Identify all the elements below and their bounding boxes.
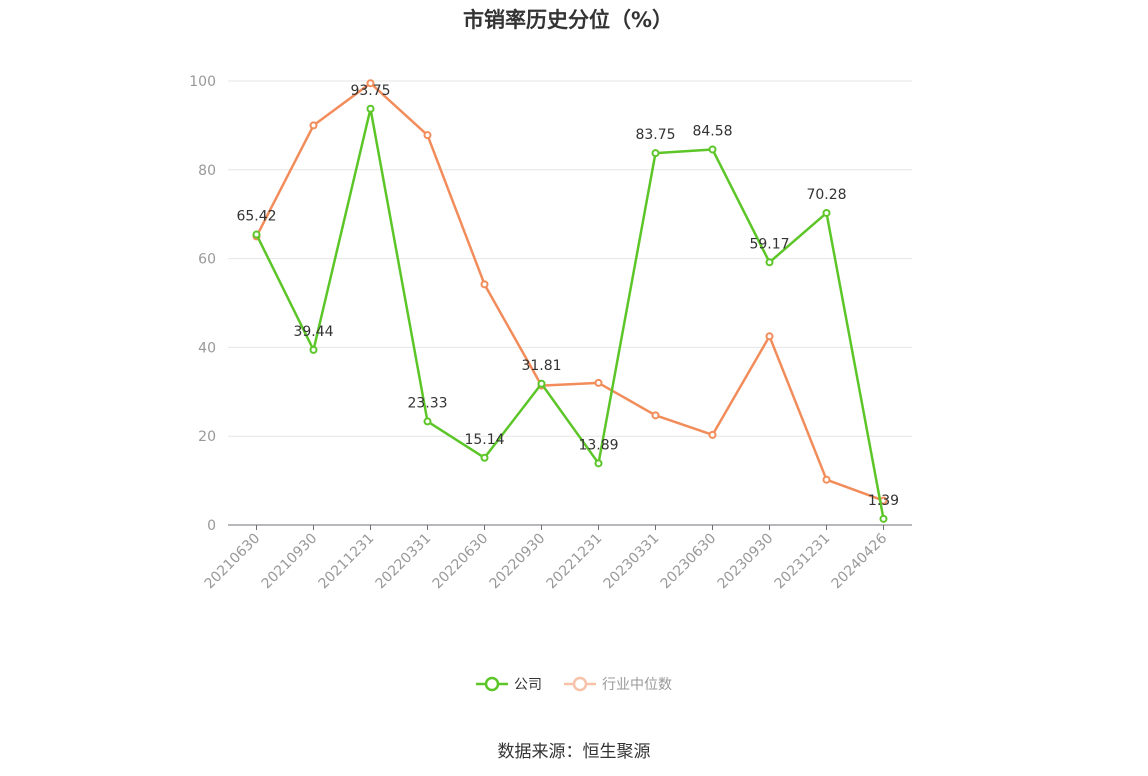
industry-point[interactable] xyxy=(594,378,603,387)
x-tick-label: 20230331 xyxy=(601,531,663,593)
grid-lines xyxy=(228,80,912,437)
x-tick-label: 20220331 xyxy=(373,531,435,593)
series-company xyxy=(252,104,888,523)
company-point[interactable] xyxy=(423,417,432,426)
industry-point[interactable] xyxy=(480,280,489,289)
company-point[interactable] xyxy=(309,345,318,354)
industry-point[interactable] xyxy=(423,131,432,140)
company-point[interactable] xyxy=(708,145,717,154)
x-tick-label: 20211231 xyxy=(316,531,378,593)
industry-point[interactable] xyxy=(309,121,318,130)
y-tick-label: 0 xyxy=(207,518,216,534)
x-tick-label: 20210930 xyxy=(259,531,321,593)
y-tick-label: 60 xyxy=(198,252,216,268)
company-data-label: 59.17 xyxy=(749,236,789,252)
legend-industry-icon xyxy=(564,676,596,692)
y-tick-label: 100 xyxy=(189,74,216,90)
company-point[interactable] xyxy=(651,149,660,158)
company-data-label: 93.75 xyxy=(350,83,390,99)
company-data-label: 15.14 xyxy=(464,432,504,448)
company-line xyxy=(255,107,885,520)
legend-company-label: 公司 xyxy=(514,677,542,693)
x-tick-label: 20221231 xyxy=(544,531,606,593)
y-tick-label: 20 xyxy=(198,429,216,445)
company-data-label: 84.58 xyxy=(692,123,732,139)
company-point[interactable] xyxy=(480,453,489,462)
industry-point[interactable] xyxy=(708,430,717,439)
company-point[interactable] xyxy=(879,514,888,523)
y-tick-label: 80 xyxy=(198,163,216,179)
legend-industry-label: 行业中位数 xyxy=(602,677,672,693)
x-tick-label: 20220630 xyxy=(430,531,492,593)
company-data-label: 70.28 xyxy=(806,187,846,203)
x-tick-label: 20210630 xyxy=(202,531,264,593)
x-tick-label: 20240426 xyxy=(829,530,891,592)
company-data-label: 65.42 xyxy=(236,209,276,225)
x-tick-label: 20220930 xyxy=(487,531,549,593)
series xyxy=(252,79,888,523)
industry-line xyxy=(255,81,884,502)
company-point[interactable] xyxy=(252,230,261,239)
industry-point[interactable] xyxy=(366,79,375,88)
chart-title: 市销率历史分位（%） xyxy=(462,8,674,32)
source-note: 数据来源：恒生聚源 xyxy=(497,742,651,762)
company-data-label: 13.89 xyxy=(578,437,618,453)
series-industry-median xyxy=(252,79,888,505)
legend: 公司 行业中位数 xyxy=(0,674,1148,694)
data-labels: 65.42 39.44 93.75 23.33 15.14 31.81 13.89 83.75… xyxy=(236,83,899,509)
company-point[interactable] xyxy=(366,104,375,113)
company-point[interactable] xyxy=(822,208,831,217)
company-data-label: 23.33 xyxy=(407,395,447,411)
legend-company-icon xyxy=(476,676,508,692)
company-point[interactable] xyxy=(537,379,546,388)
industry-point[interactable] xyxy=(651,411,660,420)
company-data-label: 31.81 xyxy=(521,358,561,374)
company-point[interactable] xyxy=(765,258,774,267)
company-data-label: 83.75 xyxy=(635,127,675,143)
industry-point[interactable] xyxy=(765,332,774,341)
line-chart: 0204060801002021063020210930202112312022… xyxy=(189,74,912,593)
x-tick-label: 20231231 xyxy=(772,531,834,593)
company-data-label: 1.39 xyxy=(868,493,899,509)
industry-point[interactable] xyxy=(822,475,831,484)
x-tick-label: 20230930 xyxy=(715,531,777,593)
company-point[interactable] xyxy=(594,459,603,468)
x-tick-label: 20230630 xyxy=(658,531,720,593)
legend-item-company[interactable]: 公司 xyxy=(476,674,542,694)
y-tick-label: 40 xyxy=(198,340,216,356)
company-data-label: 39.44 xyxy=(293,324,333,340)
legend-item-industry[interactable]: 行业中位数 xyxy=(564,674,672,694)
